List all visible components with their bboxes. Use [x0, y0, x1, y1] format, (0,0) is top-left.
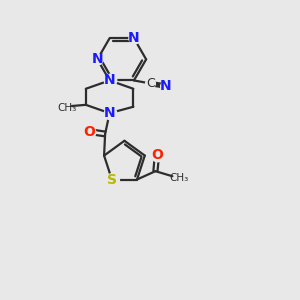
Text: O: O [151, 148, 163, 162]
Text: CH₃: CH₃ [57, 103, 77, 112]
Text: C: C [146, 77, 155, 90]
Text: N: N [92, 52, 103, 66]
Text: N: N [159, 79, 171, 93]
Text: CH₃: CH₃ [169, 173, 189, 183]
Text: N: N [104, 106, 116, 120]
Text: N: N [104, 74, 116, 88]
Text: O: O [83, 124, 95, 139]
Text: N: N [128, 31, 140, 45]
Text: S: S [107, 172, 117, 187]
